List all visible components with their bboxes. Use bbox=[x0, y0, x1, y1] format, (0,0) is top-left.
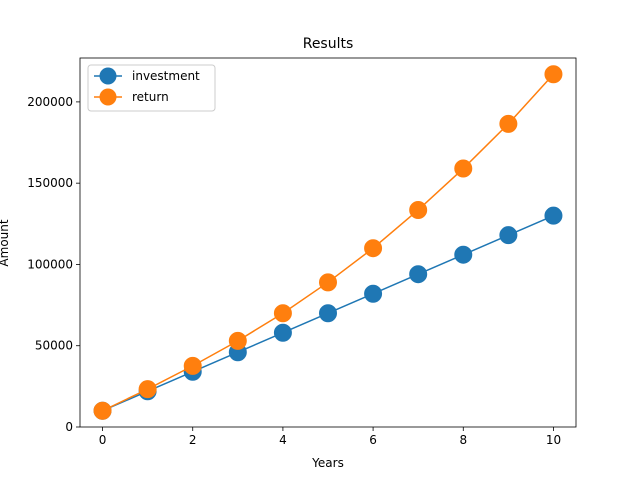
data-point-return-1 bbox=[138, 380, 157, 399]
legend-marker-investment bbox=[99, 67, 117, 85]
data-point-investment-6 bbox=[364, 284, 383, 303]
data-point-return-8 bbox=[454, 159, 473, 178]
x-axis-label: Years bbox=[311, 456, 344, 470]
data-point-return-5 bbox=[319, 273, 337, 292]
x-tick-label-1: 2 bbox=[189, 433, 197, 447]
y-tick-label-4: 200000 bbox=[27, 95, 73, 109]
data-point-investment-8 bbox=[454, 245, 473, 264]
legend-label-investment: investment bbox=[132, 69, 200, 83]
y-tick-label-2: 100000 bbox=[27, 257, 73, 271]
data-point-investment-5 bbox=[319, 304, 337, 323]
data-point-return-2 bbox=[183, 356, 202, 375]
data-point-investment-10 bbox=[544, 206, 563, 225]
plot-frame bbox=[79, 57, 577, 428]
x-tick-label-4: 8 bbox=[459, 433, 467, 447]
legend-marker-return bbox=[99, 88, 117, 106]
x-tick-label-3: 6 bbox=[369, 433, 377, 447]
data-point-investment-9 bbox=[499, 226, 518, 245]
data-point-return-0 bbox=[93, 401, 112, 420]
legend: investment return bbox=[87, 64, 216, 112]
x-tick-label-0: 0 bbox=[99, 433, 107, 447]
x-tick-label-2: 4 bbox=[279, 433, 287, 447]
y-tick-label-3: 150000 bbox=[27, 176, 73, 190]
data-point-return-4 bbox=[273, 304, 292, 323]
y-tick-label-0: 0 bbox=[65, 420, 73, 434]
data-point-investment-4 bbox=[273, 323, 292, 342]
data-point-return-3 bbox=[228, 331, 247, 350]
data-point-investment-7 bbox=[409, 265, 428, 284]
legend-label-return: return bbox=[132, 90, 169, 104]
data-point-return-9 bbox=[499, 114, 518, 133]
plot-area: 0 2 4 6 8 10 0 50000 100000 150000 200000 bbox=[27, 57, 577, 447]
data-point-return-7 bbox=[409, 200, 428, 219]
data-point-return-10 bbox=[544, 65, 563, 84]
chart-title: Results bbox=[303, 36, 354, 52]
y-tick-label-1: 50000 bbox=[35, 339, 73, 353]
y-axis-label: Amount bbox=[0, 219, 11, 266]
x-tick-label-5: 10 bbox=[546, 433, 561, 447]
data-point-return-6 bbox=[364, 239, 383, 258]
